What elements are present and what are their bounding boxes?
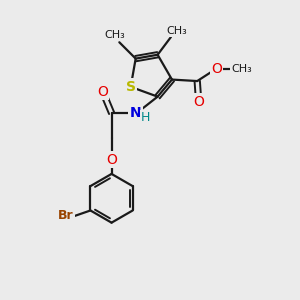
Text: O: O xyxy=(193,95,204,109)
Text: Br: Br xyxy=(58,209,74,222)
Text: N: N xyxy=(130,106,141,120)
Text: O: O xyxy=(211,61,222,76)
Text: O: O xyxy=(106,153,117,167)
Text: CH₃: CH₃ xyxy=(231,64,252,74)
Text: H: H xyxy=(141,111,150,124)
Text: O: O xyxy=(97,85,108,99)
Text: CH₃: CH₃ xyxy=(104,30,125,40)
Text: CH₃: CH₃ xyxy=(167,26,187,36)
Text: S: S xyxy=(126,80,136,94)
